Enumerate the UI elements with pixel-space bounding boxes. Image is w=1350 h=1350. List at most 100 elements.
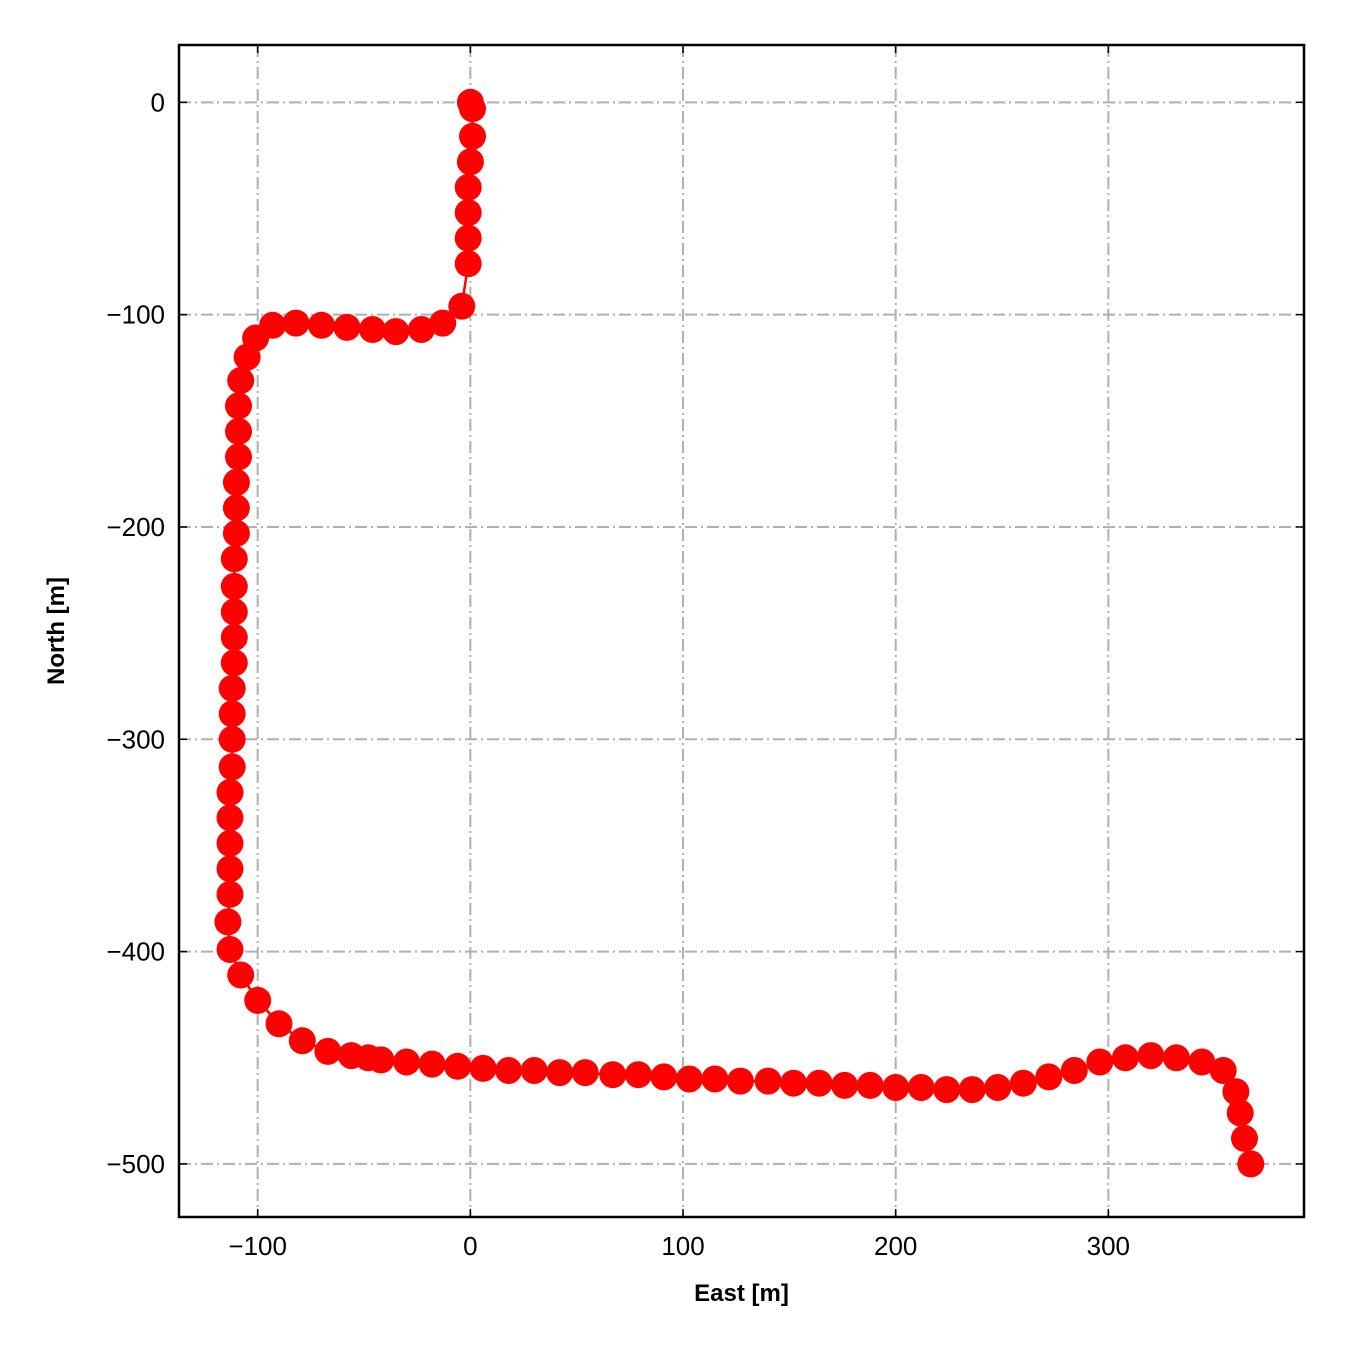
trajectory-point (933, 1076, 961, 1104)
y-tick-label: −400 (106, 937, 165, 967)
trajectory-point (1237, 1150, 1265, 1178)
axis-ticks: −100 0 100 200 300 0 −100 −200 −300 −400 −500 (106, 45, 1304, 1261)
trajectory-point (222, 494, 250, 522)
y-tick-label: −100 (106, 300, 165, 330)
trajectory-point (1060, 1057, 1088, 1084)
trajectory-point (220, 545, 248, 573)
trajectory-point (459, 122, 486, 150)
trajectory-point (1162, 1044, 1190, 1072)
y-tick-label: −200 (106, 512, 165, 542)
trajectory-point (495, 1057, 523, 1084)
trajectory-point (571, 1059, 599, 1087)
trajectory-point (216, 778, 244, 806)
trajectory-point (469, 1054, 497, 1082)
trajectory-point (225, 417, 252, 445)
trajectory-point (831, 1071, 859, 1099)
trajectory-point (856, 1071, 884, 1099)
trajectory-point (216, 829, 244, 857)
y-tick-label: −300 (106, 724, 165, 754)
trajectory-point (233, 343, 261, 371)
trajectory-point (454, 250, 482, 278)
trajectory-point (1009, 1069, 1037, 1097)
trajectory-point (282, 309, 310, 337)
trajectory-series (214, 88, 1265, 1178)
trajectory-point (367, 1046, 395, 1074)
trajectory-point (448, 292, 476, 320)
trajectory-point (218, 753, 246, 781)
trajectory-point (520, 1057, 548, 1084)
trajectory-point (444, 1052, 472, 1080)
trajectory-point (754, 1067, 782, 1095)
trajectory-point (780, 1069, 808, 1097)
trajectory-point (1035, 1063, 1063, 1091)
x-tick-label: 100 (661, 1231, 704, 1261)
trajectory-line (226, 101, 1253, 1165)
trajectory-point (454, 224, 482, 252)
trajectory-point (225, 392, 252, 420)
trajectory-point (459, 95, 486, 123)
trajectory-point (214, 908, 242, 936)
trajectory-point (359, 316, 386, 343)
trajectory-point (882, 1074, 910, 1101)
x-tick-label: −100 (228, 1231, 287, 1261)
trajectory-point (220, 572, 248, 600)
trajectory-point (454, 173, 482, 201)
trajectory-point (222, 468, 250, 496)
trajectory-point (220, 598, 248, 626)
trajectory-point (393, 1048, 421, 1076)
trajectory-point (333, 313, 361, 341)
trajectory-point (958, 1076, 986, 1104)
trajectory-point (805, 1069, 833, 1097)
trajectory-point (382, 318, 410, 346)
trajectory-point (222, 519, 250, 547)
trajectory-point (1209, 1057, 1237, 1084)
trajectory-point (454, 199, 482, 227)
grid-lines (179, 45, 1304, 1217)
trajectory-point (726, 1067, 754, 1095)
trajectory-point (675, 1065, 703, 1093)
trajectory-point (265, 1010, 293, 1038)
x-tick-label: 200 (874, 1231, 917, 1261)
trajectory-point (907, 1074, 935, 1101)
trajectory-point (1188, 1048, 1216, 1076)
trajectory-point (984, 1074, 1012, 1101)
y-tick-label: 0 (151, 87, 165, 117)
trajectory-point (218, 700, 246, 728)
trajectory-point (216, 855, 244, 883)
trajectory-point (701, 1065, 729, 1093)
trajectory-point (314, 1037, 342, 1065)
trajectory-point (1086, 1048, 1114, 1076)
trajectory-point (1231, 1124, 1258, 1152)
x-tick-label: 0 (463, 1231, 477, 1261)
trajectory-point (407, 316, 435, 343)
trajectory-point (308, 311, 335, 339)
trajectory-point (650, 1063, 678, 1091)
x-axis-title: East [m] (694, 1280, 789, 1307)
trajectory-point (624, 1061, 652, 1089)
y-axis-title: North [m] (43, 577, 70, 685)
trajectory-point (244, 986, 272, 1014)
trajectory-point (216, 936, 244, 963)
trajectory-point (225, 443, 252, 471)
trajectory-point (1222, 1078, 1250, 1106)
trajectory-point (220, 649, 248, 677)
trajectory-point (218, 725, 246, 753)
y-tick-label: −500 (106, 1149, 165, 1179)
trajectory-point (227, 367, 255, 394)
trajectory-point (288, 1027, 316, 1055)
trajectory-point (1137, 1042, 1165, 1070)
trajectory-point (216, 804, 244, 832)
trajectory-point (456, 148, 484, 176)
x-tick-label: 300 (1087, 1231, 1130, 1261)
trajectory-point (418, 1050, 446, 1078)
trajectory-point (220, 623, 248, 651)
trajectory-point (599, 1061, 627, 1089)
trajectory-point (1226, 1099, 1254, 1127)
trajectory-point (1111, 1044, 1139, 1072)
plot-frame (177, 43, 1306, 1219)
trajectory-point (218, 674, 246, 702)
trajectory-point (227, 961, 255, 989)
trajectory-point (216, 880, 244, 908)
trajectory-point (429, 309, 457, 337)
